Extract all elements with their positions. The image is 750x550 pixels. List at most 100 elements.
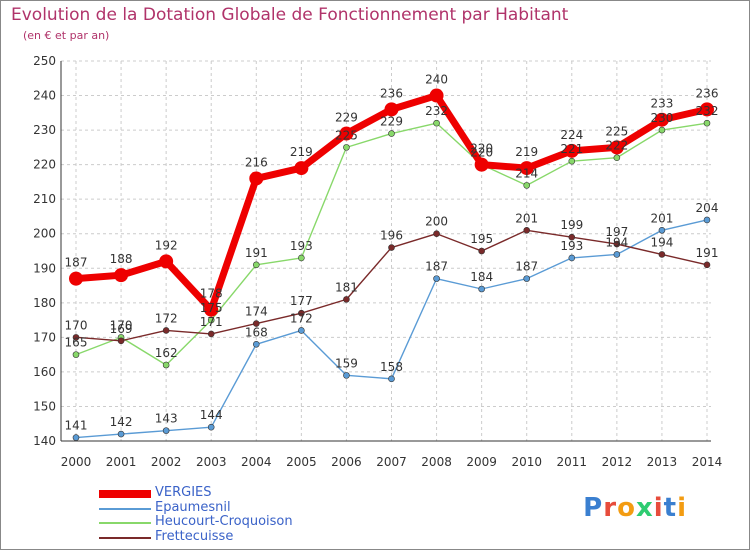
data-label: 201 — [515, 211, 538, 225]
x-tick-label: 2001 — [106, 455, 137, 469]
data-point — [298, 309, 305, 317]
data-label: 141 — [65, 419, 88, 433]
data-point — [568, 254, 576, 262]
x-tick-label: 2002 — [151, 455, 182, 469]
data-point — [252, 320, 260, 327]
data-label: 194 — [605, 235, 628, 249]
data-point — [339, 126, 354, 141]
legend-swatch — [99, 536, 151, 539]
data-label: 172 — [290, 311, 313, 325]
data-label: 197 — [605, 225, 628, 239]
y-tick-label: 160 — [33, 365, 56, 379]
y-tick-label: 140 — [33, 434, 56, 448]
data-point — [658, 126, 666, 134]
x-tick-label: 2007 — [376, 455, 407, 469]
data-point — [298, 327, 305, 334]
data-label: 232 — [425, 104, 448, 118]
data-point — [429, 88, 444, 103]
data-label: 170 — [110, 318, 133, 332]
data-point — [700, 102, 714, 117]
y-tick-label: 210 — [33, 192, 56, 206]
data-label: 178 — [200, 287, 223, 301]
data-label: 162 — [155, 346, 178, 360]
data-label: 193 — [560, 239, 583, 253]
data-point — [523, 226, 531, 234]
data-label: 230 — [650, 111, 673, 125]
x-tick-label: 2008 — [421, 455, 452, 469]
data-label: 233 — [650, 97, 673, 111]
data-point — [474, 157, 489, 172]
x-tick-label: 2006 — [331, 455, 362, 469]
data-label: 191 — [245, 246, 268, 260]
data-label: 143 — [155, 412, 178, 426]
data-point — [613, 154, 621, 162]
data-point — [658, 226, 666, 234]
data-label: 188 — [110, 252, 133, 266]
data-point — [159, 254, 174, 269]
x-tick-label: 2013 — [647, 455, 678, 469]
data-label: 195 — [470, 232, 493, 246]
data-point — [703, 119, 711, 127]
data-label: 236 — [380, 86, 403, 100]
data-point — [433, 275, 440, 282]
data-label: 192 — [155, 238, 178, 252]
chart-title: Evolution de la Dotation Globale de Fonc… — [11, 5, 569, 25]
y-tick-label: 150 — [33, 399, 56, 413]
data-label: 229 — [335, 111, 358, 125]
data-label: 144 — [200, 408, 223, 422]
proxiti-logo: Proxiti — [583, 493, 687, 523]
data-label: 201 — [650, 211, 673, 225]
data-point — [117, 430, 125, 438]
data-label: 191 — [696, 246, 719, 260]
y-tick-label: 240 — [33, 89, 56, 103]
legend-label: Frettecuisse — [155, 528, 234, 544]
data-label: 236 — [696, 86, 719, 100]
data-label: 221 — [560, 142, 583, 156]
data-label: 199 — [560, 218, 583, 232]
data-label: 170 — [65, 318, 88, 332]
data-point — [388, 375, 395, 383]
data-label: 225 — [335, 128, 358, 142]
data-label: 187 — [65, 256, 88, 270]
data-label: 240 — [425, 73, 448, 87]
data-label: 193 — [290, 239, 313, 253]
data-label: 169 — [110, 322, 133, 336]
data-point — [207, 330, 215, 338]
data-label: 216 — [245, 155, 268, 169]
data-label: 196 — [380, 229, 403, 243]
data-point — [343, 372, 350, 379]
data-label: 220 — [470, 142, 493, 156]
data-point — [568, 157, 576, 165]
legend-swatch — [99, 490, 151, 498]
data-point — [613, 240, 621, 248]
data-label: 177 — [290, 294, 313, 308]
y-tick-label: 220 — [33, 158, 56, 172]
data-point — [294, 161, 309, 176]
data-point — [519, 161, 534, 176]
data-point — [204, 302, 219, 317]
data-point — [343, 144, 350, 151]
data-point — [388, 244, 395, 251]
x-tick-label: 2003 — [196, 455, 227, 469]
data-label: 194 — [650, 235, 673, 249]
data-label: 174 — [245, 305, 268, 319]
data-point — [298, 254, 305, 262]
data-point — [162, 327, 170, 334]
chart-subtitle: (en € et par an) — [23, 29, 110, 42]
data-point — [523, 275, 531, 282]
data-label: 204 — [696, 201, 719, 215]
data-label: 187 — [425, 260, 448, 274]
data-point — [613, 251, 621, 258]
legend-swatch — [99, 522, 151, 524]
data-point — [478, 247, 485, 255]
data-label: 168 — [245, 325, 268, 339]
data-point — [388, 130, 395, 137]
data-label: 159 — [335, 356, 358, 370]
data-point — [703, 216, 711, 224]
data-point — [162, 361, 170, 369]
data-point — [207, 423, 215, 431]
data-label: 172 — [155, 311, 178, 325]
x-tick-label: 2000 — [61, 455, 92, 469]
data-label: 181 — [335, 280, 358, 294]
logo-letter: t — [663, 493, 678, 523]
